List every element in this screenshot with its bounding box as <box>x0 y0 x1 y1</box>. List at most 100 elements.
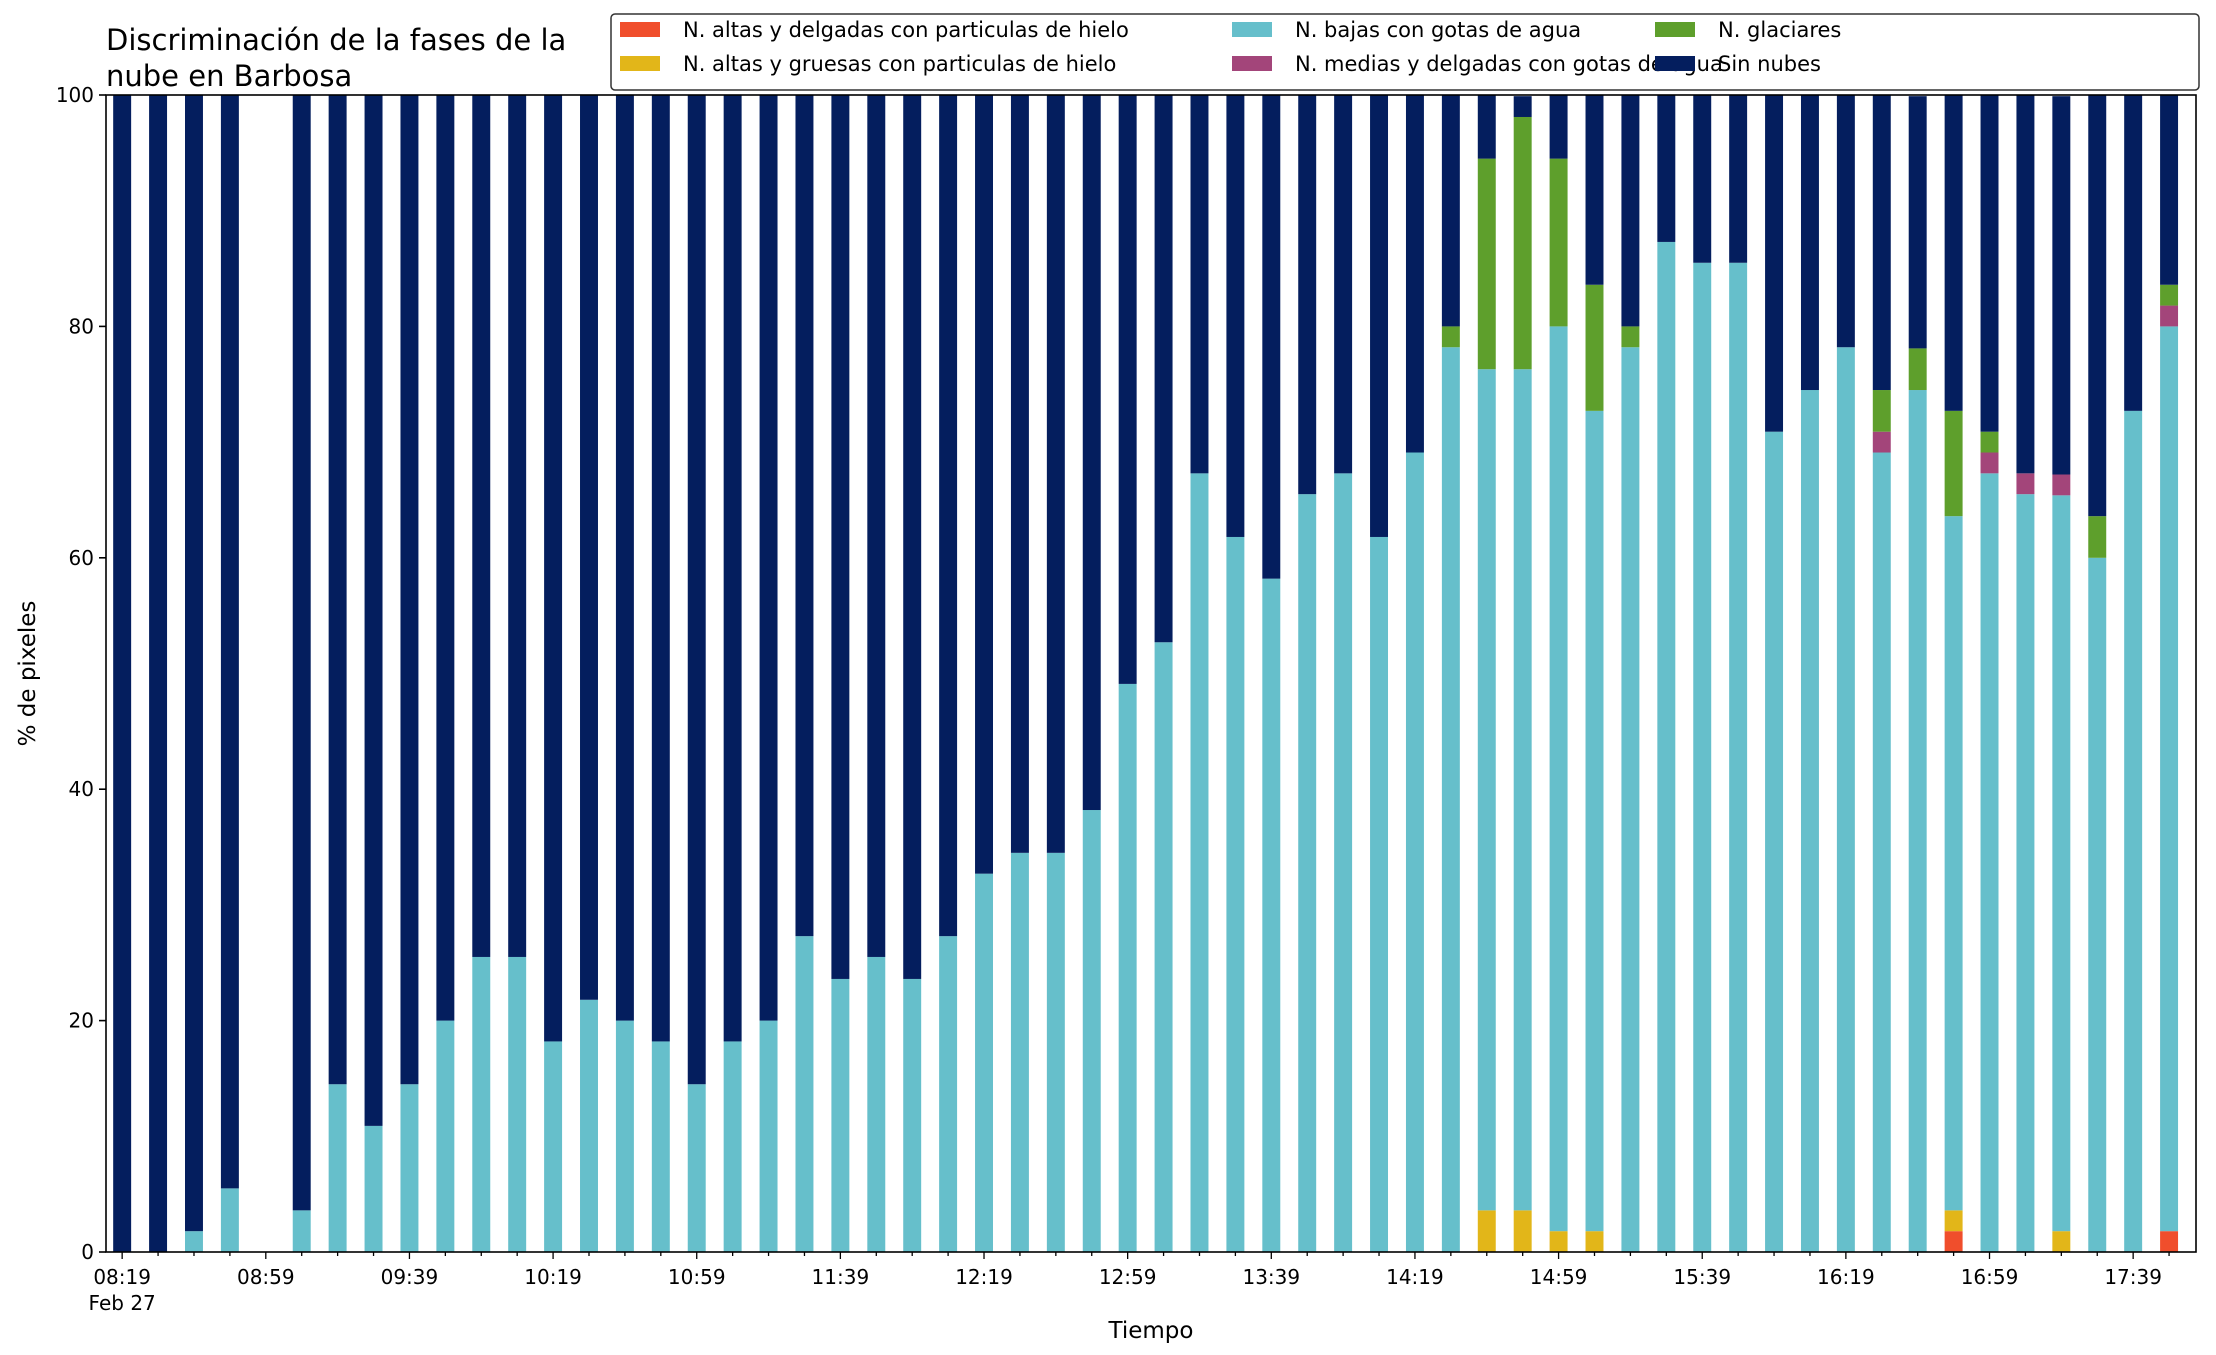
bar-segment-2-21 <box>867 956 886 1252</box>
bar-segment-2-26 <box>1046 852 1065 1252</box>
bar-segment-2-36 <box>1405 452 1424 1252</box>
bar-segment-2-11 <box>508 956 527 1252</box>
bar-segment-5-40 <box>1549 95 1568 159</box>
bar-segment-5-37 <box>1441 95 1460 327</box>
bar-segment-5-41 <box>1585 95 1604 285</box>
bar-segment-2-53 <box>2016 494 2035 1252</box>
bar-segment-5-31 <box>1226 95 1245 537</box>
bar-segment-5-0 <box>113 95 132 1252</box>
bar-segment-2-45 <box>1729 262 1748 1252</box>
bar-segment-5-12 <box>544 95 563 1042</box>
bar-segment-2-48 <box>1836 347 1855 1253</box>
bar-segment-5-10 <box>472 95 491 957</box>
bar-segment-2-54 <box>2052 495 2071 1232</box>
bar-segment-5-20 <box>831 95 850 979</box>
bar-segment-5-33 <box>1298 95 1317 495</box>
bar-segment-5-24 <box>975 95 993 874</box>
legend[interactable]: N. altas y delgadas con particulas de hi… <box>610 13 2200 91</box>
bar-segment-4-37 <box>1441 326 1460 348</box>
bar-segment-2-24 <box>975 873 993 1252</box>
bar-segment-5-15 <box>651 95 670 1042</box>
bars-layer <box>113 95 2179 1253</box>
bar-segment-5-6 <box>328 95 347 1085</box>
bar-segment-2-28 <box>1118 683 1137 1252</box>
bar-segment-5-49 <box>1872 95 1891 391</box>
bar-segment-2-43 <box>1657 241 1676 1252</box>
axes-layer: 0 20 40 60 80 100 08:19 08:59 09:39 10:19 10:59 11:… <box>15 83 2197 1344</box>
legend-swatch-0 <box>620 22 660 37</box>
y-tick-label: 60 <box>69 546 94 570</box>
bar-segment-2-19 <box>795 936 814 1252</box>
bar-segment-5-16 <box>687 95 706 1085</box>
x-tick-label: 17:39 <box>2104 1265 2162 1289</box>
bar-segment-2-8 <box>400 1084 419 1252</box>
x-tick-label: 14:19 <box>1386 1265 1444 1289</box>
bar-segment-4-49 <box>1872 390 1891 432</box>
bar-segment-2-39 <box>1513 369 1532 1211</box>
legend-label-2[interactable]: N. bajas con gotas de agua <box>1295 18 1581 42</box>
bar-segment-2-22 <box>903 978 922 1252</box>
bar-segment-2-51 <box>1944 516 1963 1211</box>
bar-segment-3-54 <box>2052 474 2071 496</box>
bar-segment-4-57 <box>2160 284 2179 306</box>
legend-box <box>610 13 2200 91</box>
bar-segment-2-20 <box>831 978 850 1252</box>
x-tick-label: 09:39 <box>381 1265 439 1289</box>
bar-segment-5-44 <box>1693 95 1712 263</box>
bar-segment-2-37 <box>1441 347 1460 1253</box>
y-tick-label: 80 <box>69 314 94 338</box>
legend-swatch-2 <box>1232 22 1272 37</box>
bar-segment-2-2 <box>185 1231 203 1252</box>
bar-segment-5-11 <box>508 95 527 957</box>
bar-segment-5-48 <box>1836 95 1855 348</box>
bar-segment-2-34 <box>1334 473 1353 1253</box>
bar-segment-1-40 <box>1549 1231 1568 1252</box>
bar-segment-5-28 <box>1118 95 1137 684</box>
x-tick-label: 12:59 <box>1099 1265 1157 1289</box>
bar-segment-5-3 <box>220 95 239 1189</box>
legend-label-0[interactable]: N. altas y delgadas con particulas de hi… <box>683 18 1129 42</box>
bar-segment-5-19 <box>795 95 814 937</box>
x-tick-label: 12:19 <box>955 1265 1013 1289</box>
bar-segment-5-14 <box>615 95 634 1021</box>
x-tick-label: 16:19 <box>1817 1265 1875 1289</box>
x-tick-label: 13:39 <box>1242 1265 1300 1289</box>
bar-segment-3-52 <box>1980 452 1999 474</box>
y-tick-label: 0 <box>81 1240 94 1264</box>
bar-segment-2-15 <box>651 1041 670 1252</box>
bar-segment-5-8 <box>400 95 419 1085</box>
bar-segment-2-49 <box>1872 452 1891 1252</box>
legend-label-1[interactable]: N. altas y gruesas con particulas de hie… <box>683 52 1116 76</box>
bar-segment-5-50 <box>1908 96 1927 349</box>
bar-segment-2-57 <box>2160 326 2179 1232</box>
legend-swatch-1 <box>620 56 660 71</box>
bar-segment-5-17 <box>723 95 742 1042</box>
bar-segment-2-33 <box>1298 494 1317 1252</box>
y-tick-label: 20 <box>69 1009 94 1033</box>
bar-segment-0-57 <box>2160 1231 2179 1252</box>
bar-segment-1-51 <box>1944 1210 1963 1232</box>
bar-segment-5-55 <box>2088 95 2107 517</box>
legend-label-4[interactable]: N. glaciares <box>1718 18 1841 42</box>
bar-segment-2-17 <box>723 1041 742 1252</box>
bar-segment-5-7 <box>364 95 383 1126</box>
x-tick-label: 08:19 <box>93 1265 151 1289</box>
legend-label-3[interactable]: N. medias y delgadas con gotas de agua <box>1295 52 1723 76</box>
bar-segment-2-31 <box>1226 536 1245 1252</box>
chart-title: Discriminación de la fases de la nube en… <box>106 23 567 93</box>
bar-segment-5-38 <box>1477 95 1496 159</box>
legend-label-5[interactable]: Sin nubes <box>1718 52 1821 76</box>
bar-segment-3-57 <box>2160 305 2179 327</box>
x-tick-label: 14:59 <box>1530 1265 1588 1289</box>
bar-segment-2-9 <box>436 1020 455 1252</box>
bar-segment-4-51 <box>1944 410 1963 517</box>
bar-segment-2-30 <box>1190 473 1209 1253</box>
bar-segment-1-39 <box>1513 1210 1532 1252</box>
bar-segment-3-49 <box>1872 431 1891 453</box>
bar-segment-2-46 <box>1765 431 1784 1252</box>
bar-segment-2-3 <box>220 1188 239 1252</box>
bar-segment-5-36 <box>1405 95 1424 453</box>
x-tick-label: 15:39 <box>1673 1265 1731 1289</box>
bar-segment-5-27 <box>1082 95 1101 811</box>
